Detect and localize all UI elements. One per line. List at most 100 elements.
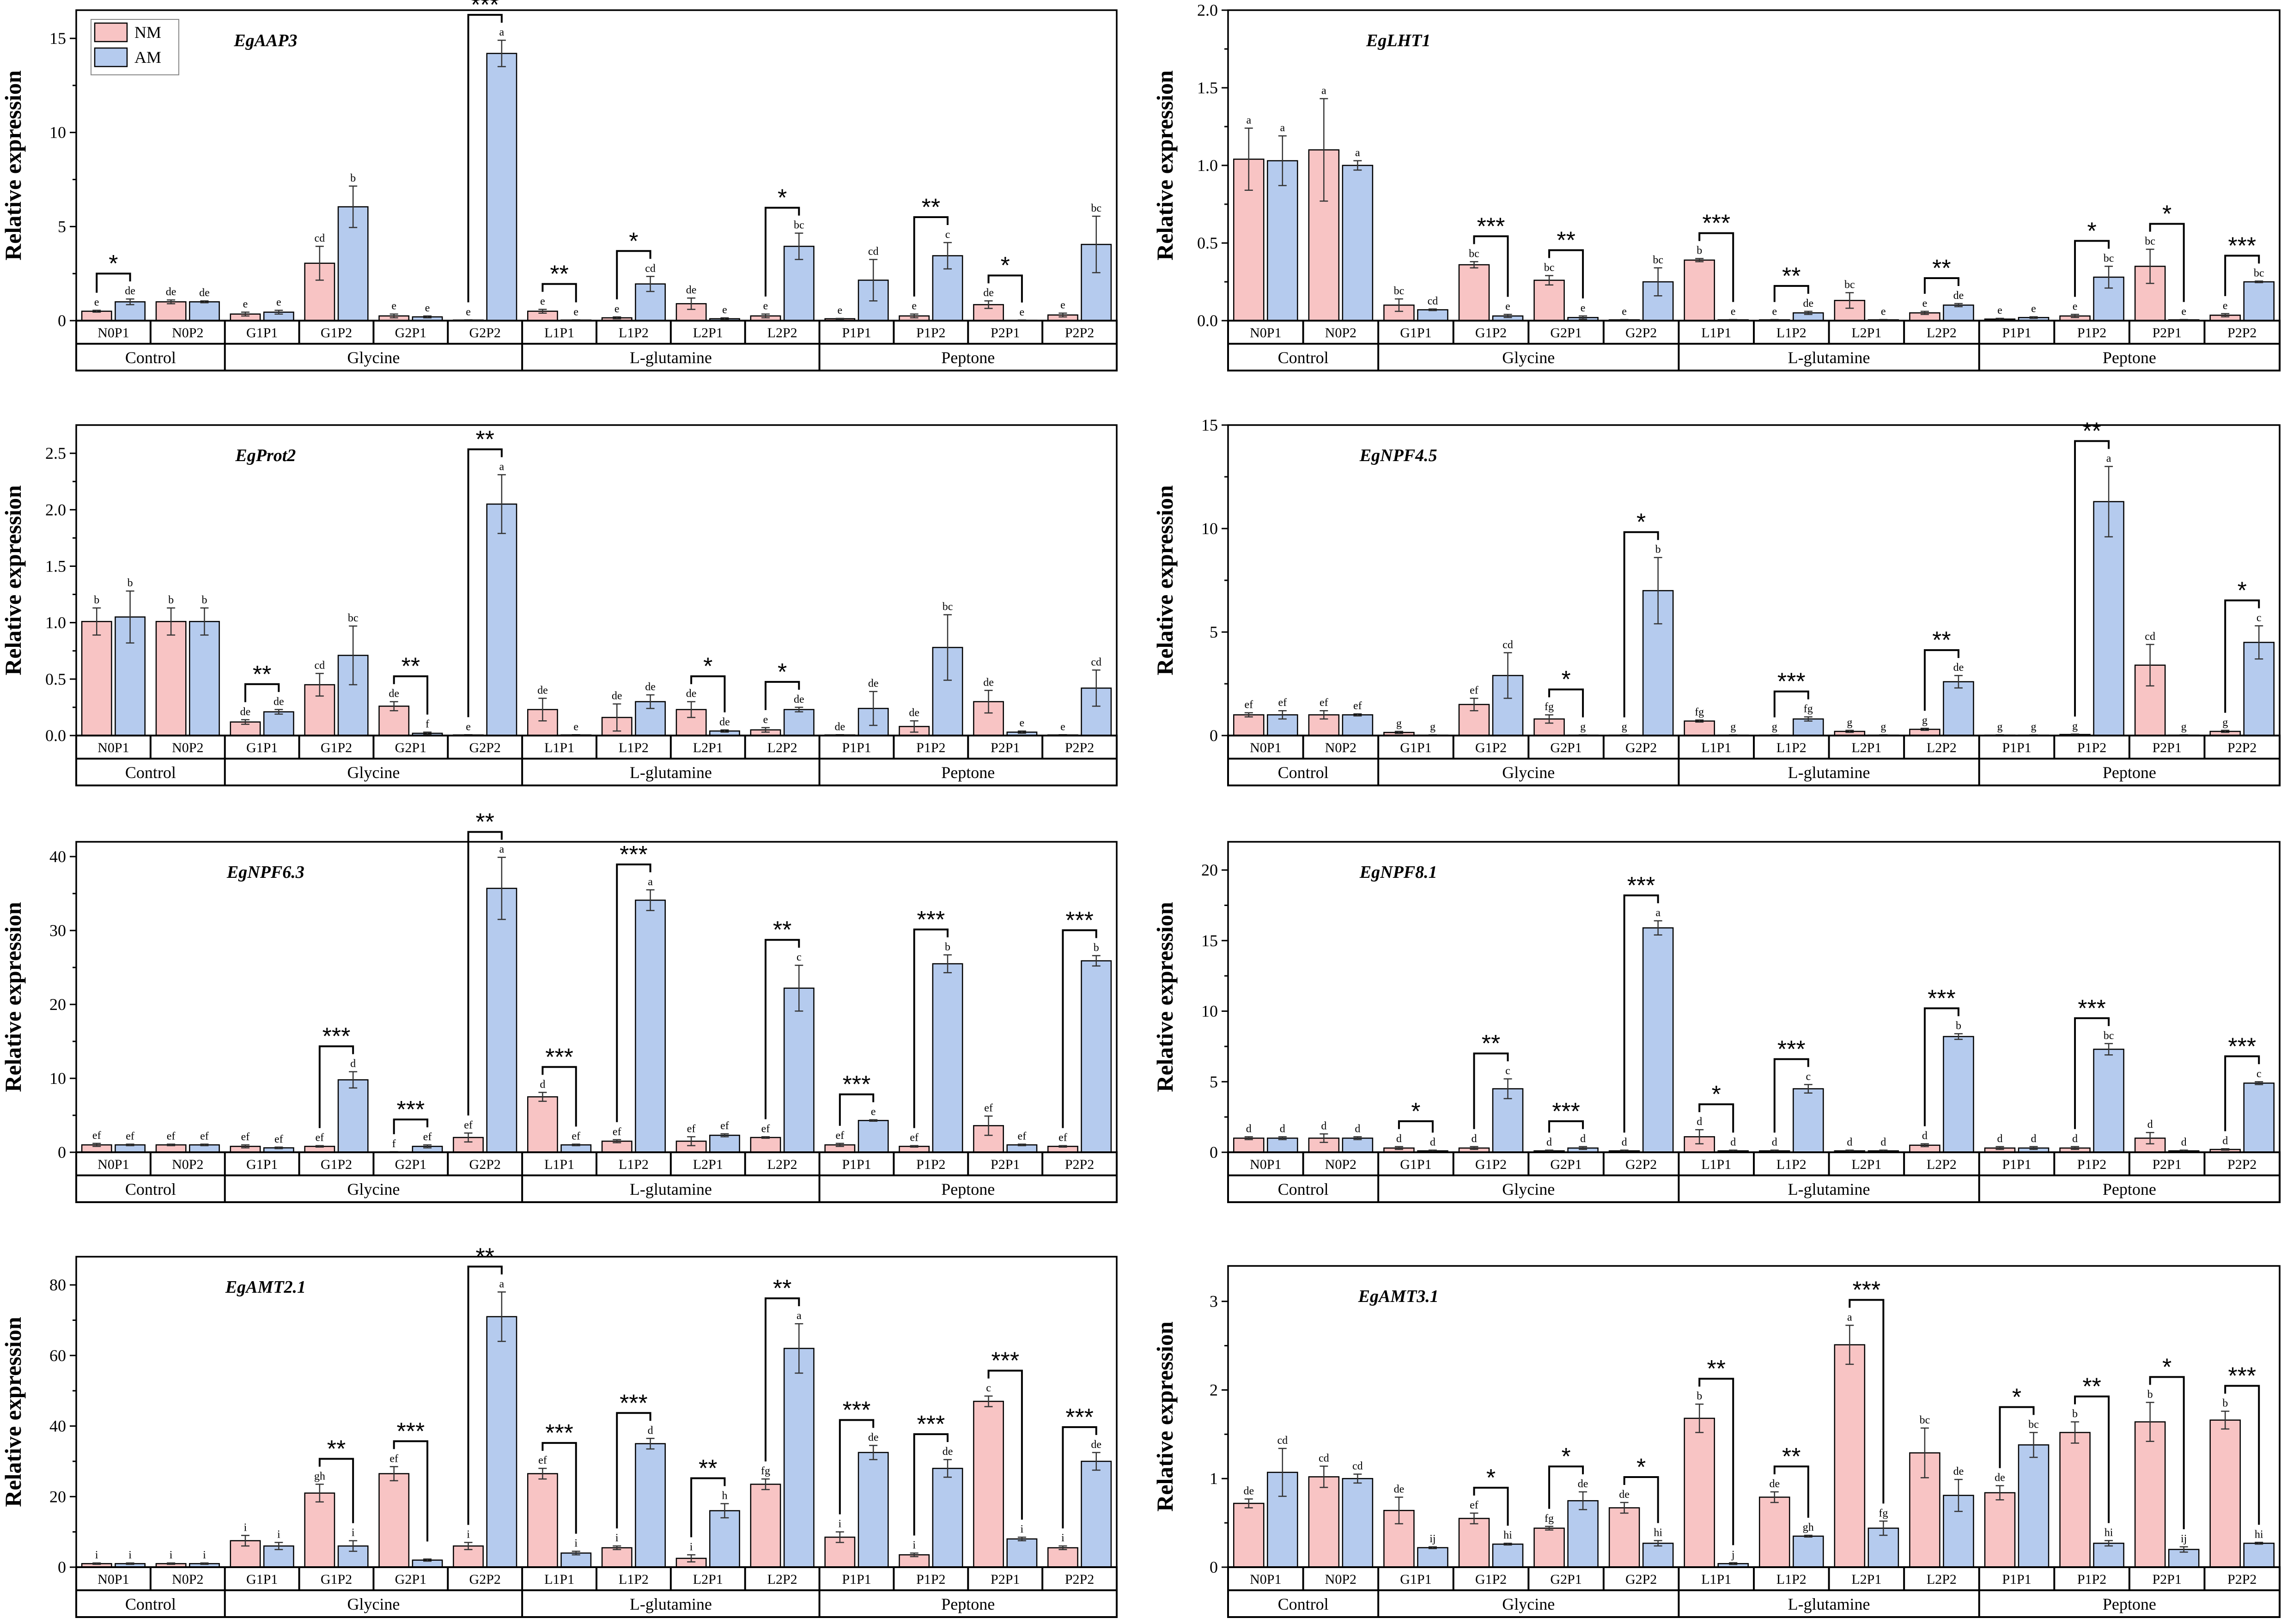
significance-stars: ** — [475, 809, 494, 836]
category-label: L1P2 — [1776, 740, 1807, 755]
significance-letter: de — [1091, 1439, 1101, 1451]
significance-letter: d — [1880, 1136, 1886, 1148]
bar-AM-L1P2 — [1793, 1088, 1824, 1153]
significance-bracket — [1773, 690, 1809, 718]
significance-letter: cd — [2145, 631, 2155, 643]
group-label: Glycine — [1502, 763, 1555, 782]
category-label: N0P2 — [1325, 1572, 1356, 1587]
significance-letter: h — [722, 1490, 727, 1502]
significance-bracket — [2224, 255, 2260, 296]
group-label: Glycine — [1502, 348, 1555, 367]
category-label: G2P1 — [1550, 1572, 1581, 1587]
category-label: P1P2 — [916, 1572, 945, 1587]
significance-stars: * — [1561, 1443, 1570, 1470]
group-label: L-glutamine — [630, 1180, 712, 1198]
significance-stars: * — [1636, 1454, 1646, 1481]
significance-letter: e — [1020, 717, 1025, 729]
bar-NM-P2P1 — [2134, 1421, 2166, 1568]
significance-letter: a — [2106, 453, 2111, 465]
y-tick-label: 2.5 — [45, 444, 66, 462]
group-label: L-glutamine — [630, 763, 712, 782]
category-label: G1P2 — [321, 1157, 352, 1172]
significance-bracket — [1548, 1120, 1584, 1133]
chart-panel-EgProt2: 0.0 0.5 1.0 1.5 2.0 2.5 Relative expression EgP… — [0, 424, 1118, 786]
group-label: L-glutamine — [1788, 1180, 1870, 1198]
bar-NM-G1P2 — [1458, 1518, 1490, 1568]
significance-letter: de — [868, 678, 879, 690]
y-tick-label: 0.5 — [45, 670, 66, 688]
significance-bracket — [690, 675, 726, 712]
significance-letter: e — [1020, 306, 1025, 318]
y-tick-label: 1.0 — [45, 614, 66, 632]
significance-letter: bc — [794, 219, 804, 231]
significance-bracket — [2074, 440, 2110, 717]
significance-letter: e — [1581, 302, 1586, 314]
significance-letter: d — [1321, 1120, 1326, 1132]
significance-letter: ef — [1018, 1130, 1027, 1142]
significance-letter: bc — [1920, 1414, 1930, 1426]
significance-bracket — [839, 1093, 875, 1126]
significance-letter: cd — [645, 262, 656, 274]
significance-letter: ef — [1470, 684, 1478, 696]
y-tick-label: 0 — [1210, 1143, 1218, 1162]
significance-letter: bc — [943, 601, 953, 613]
category-label: P2P1 — [2152, 1572, 2181, 1587]
y-tick-label: 1.5 — [45, 557, 66, 575]
significance-letter: d — [1697, 1116, 1702, 1128]
significance-letter: d — [2222, 1135, 2228, 1147]
significance-stars: * — [703, 653, 712, 680]
significance-letter: hi — [2105, 1527, 2113, 1539]
significance-letter: g — [1396, 718, 1402, 730]
significance-letter: e — [763, 714, 768, 726]
significance-letter: j — [1731, 1549, 1735, 1561]
category-label: N0P2 — [172, 1157, 203, 1172]
significance-letter: a — [797, 1310, 802, 1322]
significance-stars: *** — [843, 1397, 871, 1424]
category-label: L1P1 — [1701, 1572, 1731, 1587]
category-label: L1P2 — [1776, 1157, 1807, 1172]
category-label: G1P1 — [246, 1572, 278, 1587]
significance-letter: de — [199, 287, 210, 299]
significance-stars: ** — [401, 653, 420, 680]
significance-letter: e — [614, 303, 620, 315]
significance-letter: bc — [1544, 262, 1555, 274]
significance-letter: d — [2072, 1133, 2078, 1145]
bar-AM-P2P2 — [1081, 1460, 1112, 1568]
significance-letter: e — [1731, 306, 1736, 318]
group-label: Glycine — [347, 348, 400, 367]
significance-letter: ef — [836, 1130, 845, 1142]
bar-AM-G1P1 — [1417, 309, 1448, 322]
significance-letter: c — [2257, 1068, 2262, 1080]
significance-letter: bc — [2254, 267, 2264, 279]
y-tick-label: 60 — [49, 1346, 66, 1365]
significance-letter: ef — [126, 1130, 134, 1142]
category-label: L1P1 — [1701, 740, 1731, 755]
category-label: N0P1 — [1250, 1157, 1281, 1172]
category-label: P2P2 — [1065, 1572, 1094, 1587]
significance-letter: ef — [910, 1132, 918, 1144]
group-label: Control — [1278, 763, 1329, 782]
bar-NM-L1P1 — [1684, 720, 1715, 736]
bar-NM-G2P2 — [1608, 1507, 1640, 1568]
significance-letter: a — [1355, 147, 1360, 159]
category-label: L2P2 — [1927, 325, 1957, 341]
significance-bracket — [1698, 1103, 1734, 1133]
bar-AM-P2P2 — [1081, 243, 1112, 322]
significance-letter: cd — [315, 232, 325, 244]
significance-letter: b — [1094, 942, 1099, 954]
significance-letter: bc — [1394, 285, 1405, 297]
bar-AM-N0P1 — [1267, 160, 1298, 322]
bar-NM-L1P1 — [1684, 259, 1715, 322]
significance-letter: de — [686, 688, 697, 700]
group-label: Peptone — [941, 763, 995, 782]
bar-NM-N0P2 — [155, 301, 187, 322]
significance-letter: c — [797, 951, 802, 963]
significance-stars: *** — [545, 1420, 573, 1447]
significance-stars: * — [2087, 218, 2096, 244]
significance-stars: * — [1561, 666, 1570, 693]
bar-NM-G2P1 — [378, 1473, 410, 1568]
significance-bracket — [1548, 688, 1584, 718]
group-label: Peptone — [941, 1180, 995, 1198]
category-label: L1P2 — [1776, 1572, 1807, 1587]
significance-bracket — [913, 216, 949, 297]
